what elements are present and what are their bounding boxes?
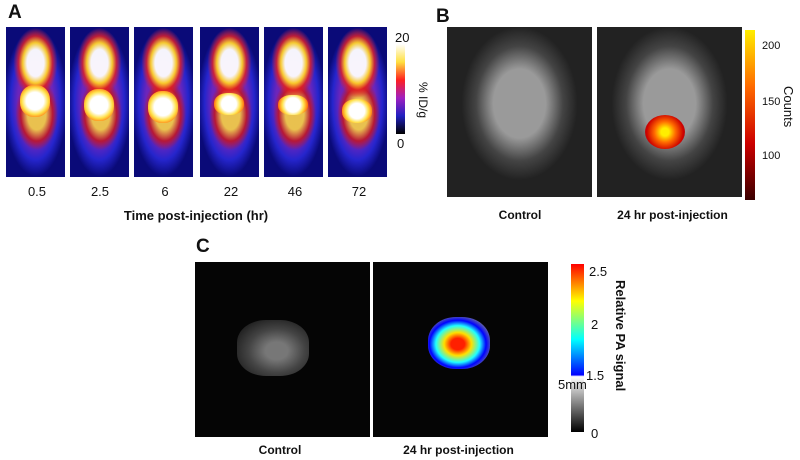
timepoint-label: 46 <box>287 184 303 199</box>
control-caption-c: Control <box>258 443 302 457</box>
control-photo <box>447 27 592 197</box>
counts-colorbar-label: Counts <box>781 86 796 128</box>
counts-colorbar <box>745 30 755 200</box>
timepoint-label: 6 <box>161 184 169 199</box>
pa-tick: 2.5 <box>589 264 608 279</box>
post-injection-caption-c: 24 hr post-injection <box>403 443 514 457</box>
counts-tick: 100 <box>762 150 781 162</box>
timepoint-label: 22 <box>223 184 239 199</box>
pa-colorbar-label: Relative PA signal <box>613 280 628 392</box>
pet-colorbar-label: % ID/g <box>416 82 430 119</box>
timepoint-label: 0.5 <box>27 184 47 199</box>
scale-bar-label: 5mm <box>558 377 587 392</box>
pet-image-22h <box>200 27 261 177</box>
pet-image-6h <box>134 27 195 177</box>
pet-colorbar-max: 20 <box>395 30 410 45</box>
pet-image-2-5h <box>70 27 131 177</box>
pa-tick: 1.5 <box>586 368 605 383</box>
pet-colorbar <box>396 44 405 134</box>
pa-control-image <box>195 262 370 437</box>
timepoint-label: 2.5 <box>90 184 110 199</box>
post-injection-caption-b: 24 hr post-injection <box>617 208 728 222</box>
panel-a-letter: A <box>8 2 22 23</box>
pet-image-72h <box>328 27 389 177</box>
luminescence-signal <box>645 115 685 149</box>
post-injection-photo <box>597 27 742 197</box>
timepoint-label: 72 <box>351 184 367 199</box>
pa-tick: 2 <box>591 317 599 332</box>
pa-colorbar <box>571 264 584 432</box>
counts-tick: 200 <box>762 40 781 52</box>
panel-b-letter: B <box>436 6 450 27</box>
control-caption-b: Control <box>498 208 542 222</box>
time-axis-label: Time post-injection (hr) <box>123 208 269 223</box>
pet-colorbar-min: 0 <box>397 136 405 151</box>
panel-c-letter: C <box>196 236 210 257</box>
pa-post-injection-image <box>373 262 548 437</box>
pet-image-0-5h <box>6 27 67 177</box>
pet-image-46h <box>264 27 325 177</box>
counts-tick: 150 <box>762 96 781 108</box>
pa-tick: 0 <box>591 426 599 441</box>
